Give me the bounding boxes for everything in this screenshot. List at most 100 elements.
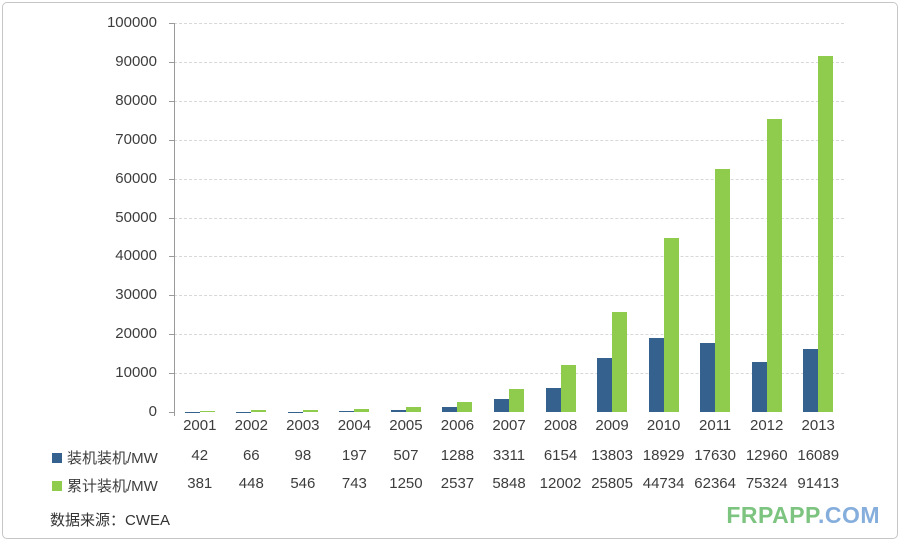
bar-annual-2010 (648, 338, 664, 412)
bar-annual-2013 (803, 349, 819, 412)
x-axis-label-2013: 2013 (801, 417, 835, 434)
legend-swatch-cumulative (52, 480, 62, 491)
table-value: 197 (341, 447, 367, 464)
legend-cumulative: 累计装机/MW (52, 475, 158, 496)
table-value: 98 (294, 447, 312, 464)
bar-cumulative-2013 (818, 56, 834, 412)
bar-annual-2012 (751, 361, 767, 412)
y-axis-tick (169, 256, 174, 258)
y-axis-tick-label: 30000 (115, 286, 157, 304)
y-axis-tick-label: 20000 (115, 325, 157, 343)
y-axis-tick (169, 217, 174, 219)
gridline (174, 139, 844, 141)
y-axis-tick (169, 295, 174, 297)
watermark-green-text: FRPAPP (726, 502, 818, 528)
x-axis-label-2008: 2008 (543, 417, 578, 434)
y-axis-tick (169, 23, 174, 24)
y-axis-tick-label: 60000 (115, 169, 157, 187)
gridline (174, 100, 844, 102)
bar-cumulative-2009 (612, 311, 628, 412)
table-value: 25805 (591, 475, 633, 492)
bar-cumulative-2006 (457, 402, 473, 412)
gridline (174, 373, 844, 375)
x-axis-label-2005: 2005 (389, 417, 423, 434)
bar-cumulative-2012 (766, 118, 782, 412)
table-value: 3311 (492, 447, 526, 464)
bar-cumulative-2008 (560, 365, 576, 412)
table-value: 6154 (543, 447, 578, 464)
x-axis-label-2004: 2004 (337, 417, 372, 434)
table-value: 12002 (539, 475, 582, 492)
gridline (174, 295, 844, 297)
table-value: 66 (242, 447, 260, 464)
table-value: 448 (238, 475, 264, 492)
x-axis-label-2012: 2012 (750, 417, 784, 434)
y-axis-tick (169, 412, 174, 413)
table-value: 18929 (642, 447, 685, 464)
table-value: 91413 (797, 475, 840, 492)
x-axis-label-2011: 2011 (699, 417, 732, 434)
bar-annual-2009 (597, 358, 613, 412)
table-value: 13803 (591, 447, 633, 464)
source-note: 数据来源：CWEA (50, 512, 171, 529)
x-axis-label-2006: 2006 (440, 417, 475, 434)
table-value: 1250 (389, 475, 423, 492)
legend-label: 装机装机/MW (67, 450, 158, 467)
gridline (174, 61, 844, 63)
y-axis-tick-label: 0 (148, 403, 157, 420)
table-value: 5848 (492, 475, 526, 492)
table-value: 16089 (797, 447, 840, 464)
gridline (174, 178, 844, 180)
table-value: 507 (393, 447, 419, 464)
table-value: 1288 (440, 447, 475, 464)
table-value: 743 (341, 475, 367, 492)
bar-cumulative-2001 (199, 410, 215, 412)
bar-annual-2005 (390, 410, 406, 412)
bar-annual-2011 (700, 343, 716, 412)
table-value: 12960 (745, 447, 788, 464)
bar-cumulative-2007 (509, 389, 524, 412)
table-value: 42 (191, 447, 209, 464)
y-axis-tick-label: 40000 (115, 247, 157, 265)
bar-annual-2004 (339, 411, 355, 412)
table-value: 17630 (694, 447, 736, 464)
watermark-blue-text: .COM (817, 502, 880, 528)
gridline (174, 334, 844, 336)
y-axis-tick (169, 100, 174, 102)
y-axis-tick-label: 80000 (115, 91, 157, 109)
bar-annual-2007 (494, 399, 509, 412)
legend-label: 累计装机/MW (67, 478, 158, 495)
x-axis-label-2002: 2002 (234, 417, 268, 434)
x-axis-label-2009: 2009 (595, 417, 629, 434)
y-axis-tick (169, 178, 174, 180)
gridline (174, 256, 844, 258)
x-axis-label-2003: 2003 (286, 417, 320, 434)
bar-cumulative-2011 (715, 169, 731, 412)
y-axis-tick-label: 100000 (106, 14, 157, 31)
bar-annual-2006 (442, 406, 458, 412)
gridline (174, 217, 844, 219)
table-value: 44734 (642, 475, 685, 492)
y-axis-tick-label: 70000 (115, 130, 157, 148)
y-axis-tick (169, 373, 174, 375)
gridline (174, 23, 844, 24)
y-axis-tick (169, 61, 174, 63)
table-value: 2537 (440, 475, 475, 492)
table-value: 75324 (745, 475, 788, 492)
bar-cumulative-2005 (405, 407, 421, 412)
table-value: 546 (290, 475, 316, 492)
bar-cumulative-2004 (354, 409, 370, 412)
x-axis-label-2010: 2010 (646, 417, 681, 434)
table-value: 381 (187, 475, 213, 492)
y-axis-tick (169, 334, 174, 336)
y-axis-tick-label: 50000 (115, 208, 157, 226)
bar-cumulative-2002 (251, 410, 267, 412)
legend-swatch-annual (52, 452, 62, 463)
y-axis-line (174, 23, 175, 416)
legend-annual: 装机装机/MW (52, 447, 158, 468)
bar-cumulative-2003 (302, 409, 318, 412)
y-axis-tick-label: 10000 (115, 364, 157, 382)
y-axis-tick (169, 139, 174, 141)
y-axis-tick-label: 90000 (115, 52, 157, 70)
